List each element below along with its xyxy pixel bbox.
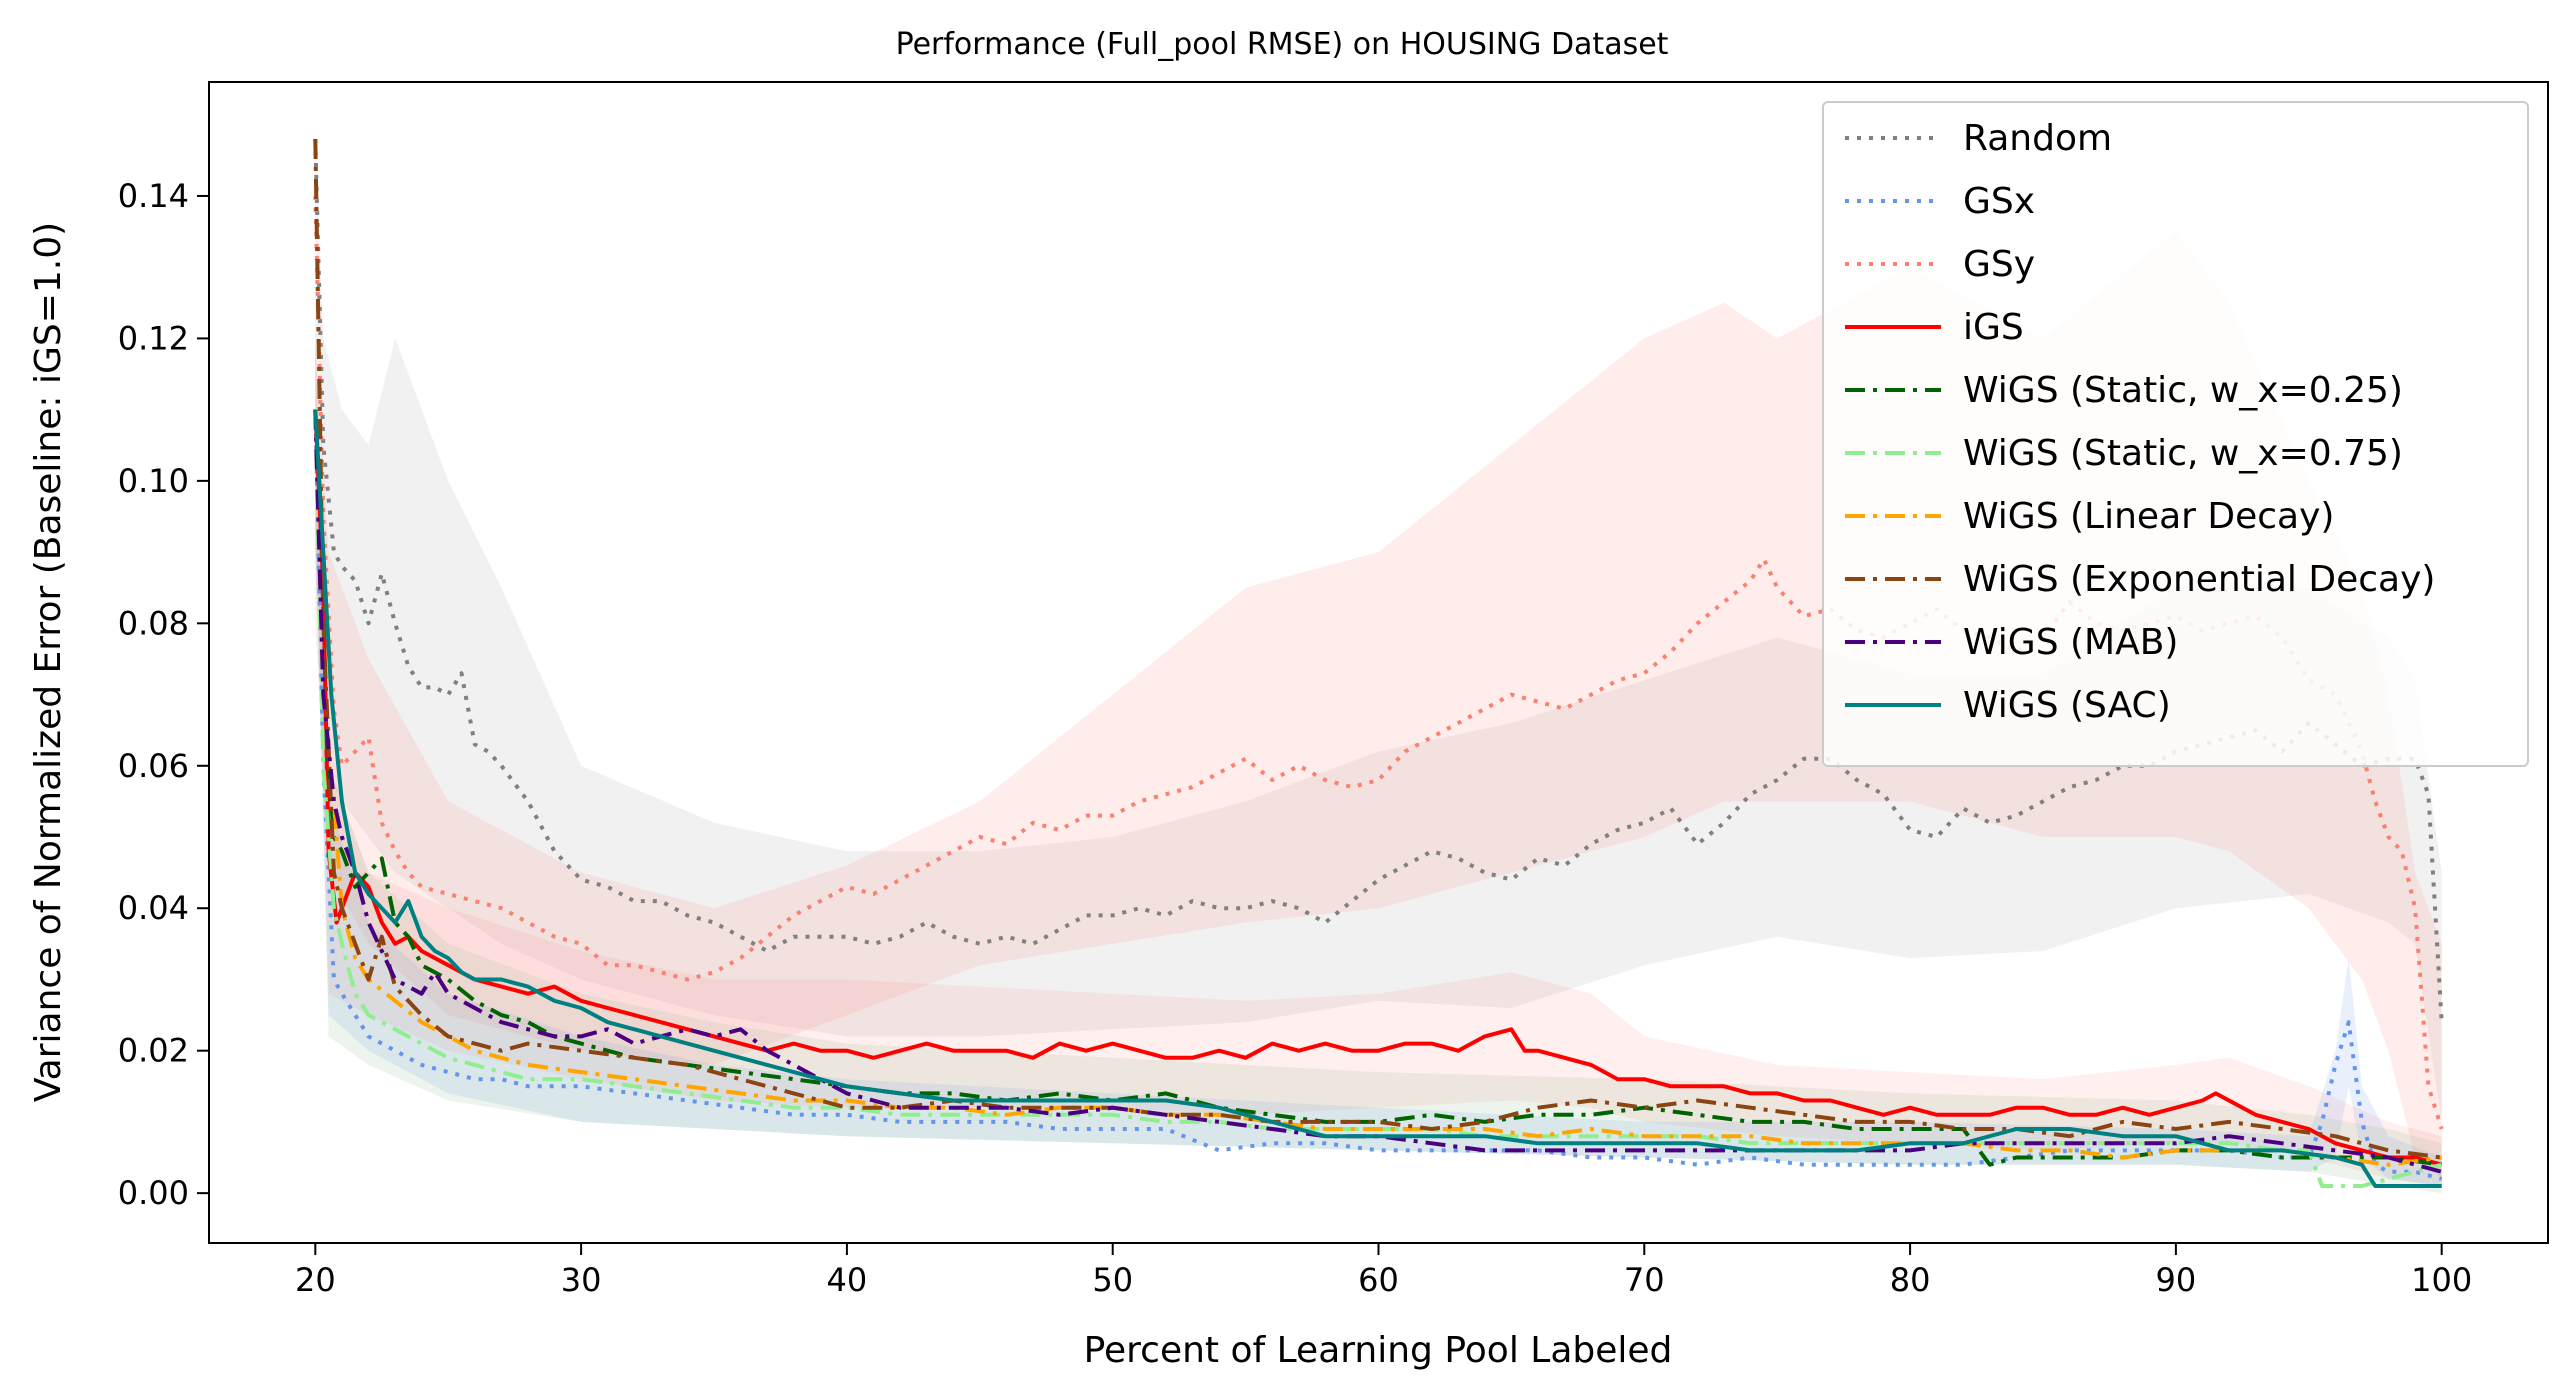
x-tick-label: 50 [1092, 1261, 1133, 1299]
legend-label: iGS [1963, 307, 2024, 348]
x-axis: 20 30 40 50 60 70 80 90 100 [295, 1243, 2472, 1299]
series-line-wigs-static-w-x-0-25 [313, 409, 2442, 1167]
series-line-wigs-sac [313, 409, 2442, 1188]
legend-label: GSx [1963, 181, 2035, 222]
legend-label: WiGS (MAB) [1963, 622, 2178, 663]
x-tick-label: 100 [2411, 1261, 2472, 1299]
legend-label: WiGS (SAC) [1963, 685, 2171, 726]
y-tick-label: 0.12 [118, 319, 189, 357]
band-random [315, 139, 2442, 1122]
legend: Random GSx GSy iGS WiGS (Static, w_x=0.25) Wi… [1822, 101, 2529, 767]
legend-label: WiGS (Linear Decay) [1963, 496, 2334, 537]
y-axis: 0.00 0.02 0.04 0.06 0.08 0.10 0.12 0.14 [118, 177, 209, 1212]
series-line-random [313, 138, 2444, 1023]
series-line-gsx [313, 409, 2443, 1181]
series-lines [313, 138, 2444, 1188]
x-tick-label: 60 [1358, 1261, 1399, 1299]
legend-item-random: Random [1845, 118, 2112, 159]
y-tick-label: 0.00 [118, 1174, 189, 1212]
legend-item-gsx: GSx [1845, 181, 2035, 222]
y-tick-label: 0.06 [118, 747, 189, 785]
legend-item-gsy: GSy [1845, 244, 2035, 285]
x-tick-label: 40 [827, 1261, 868, 1299]
x-tick-label: 20 [295, 1261, 336, 1299]
legend-label: WiGS (Static, w_x=0.25) [1963, 370, 2403, 411]
legend-item-wigs-mab: WiGS (MAB) [1845, 622, 2178, 663]
legend-item-igs: iGS [1845, 307, 2024, 348]
legend-item-wigs-linear-decay: WiGS (Linear Decay) [1845, 496, 2334, 537]
band-wigs [315, 338, 2442, 1194]
legend-label: Random [1963, 118, 2112, 159]
legend-box [1822, 101, 2529, 767]
y-tick-label: 0.04 [118, 889, 189, 927]
legend-item-wigs-exponential-decay: WiGS (Exponential Decay) [1845, 559, 2435, 600]
y-tick-label: 0.14 [118, 177, 189, 215]
y-tick-label: 0.10 [118, 462, 189, 500]
x-tick-label: 90 [2156, 1261, 2197, 1299]
x-tick-label: 30 [561, 1261, 602, 1299]
x-tick-label: 80 [1890, 1261, 1931, 1299]
legend-label: WiGS (Exponential Decay) [1963, 559, 2435, 600]
legend-item-wigs-sac: WiGS (SAC) [1845, 685, 2171, 726]
y-axis-label: Variance of Normalized Error (Baseline: … [28, 222, 69, 1102]
legend-item-wigs-static-w-x-0-75: WiGS (Static, w_x=0.75) [1845, 433, 2403, 474]
y-tick-label: 0.02 [118, 1032, 189, 1070]
x-axis-label: Percent of Learning Pool Labeled [1084, 1330, 1673, 1371]
band-gsx [315, 409, 2442, 1187]
chart-title: Performance (Full_pool RMSE) on HOUSING … [896, 27, 1669, 62]
y-tick-label: 0.08 [118, 604, 189, 642]
x-tick-label: 70 [1624, 1261, 1665, 1299]
legend-label: GSy [1963, 244, 2035, 285]
legend-label: WiGS (Static, w_x=0.75) [1963, 433, 2403, 474]
legend-item-wigs-static-w-x-0-25: WiGS (Static, w_x=0.25) [1845, 370, 2403, 411]
series-line-igs [313, 409, 2443, 1167]
